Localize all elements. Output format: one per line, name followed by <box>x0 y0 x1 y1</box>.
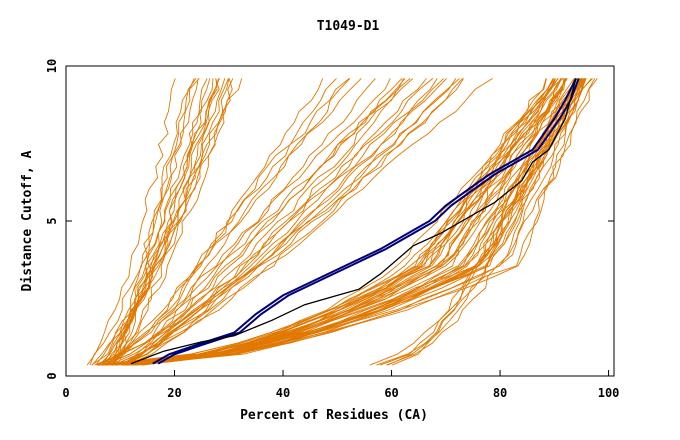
background-model-line-61 <box>122 78 582 366</box>
background-model-line-17 <box>107 78 233 366</box>
background-model-line-32 <box>121 78 414 366</box>
background-model-line-55 <box>123 78 567 366</box>
y-axis-label: Distance Cutoff, A <box>20 150 35 291</box>
plot-area: 0 20 40 60 80 100 0 5 10 <box>45 59 619 400</box>
background-model-line-6 <box>116 78 214 366</box>
background-model-line-52 <box>97 78 563 366</box>
series-line-0 <box>152 77 577 365</box>
background-model-line-5 <box>113 78 211 366</box>
background-model-line-39 <box>116 78 493 366</box>
background-model-lines <box>86 78 598 366</box>
background-model-line-3 <box>89 78 200 366</box>
x-axis-ticks: 0 20 40 60 80 100 <box>62 370 619 400</box>
x-tick-label-2: 40 <box>276 386 290 400</box>
background-model-line-20 <box>111 78 362 366</box>
background-model-line-82 <box>369 78 585 366</box>
series-line-1 <box>157 78 580 365</box>
background-model-line-62 <box>100 78 568 366</box>
background-model-line-22 <box>127 78 376 366</box>
background-model-line-35 <box>121 78 438 366</box>
background-model-line-8 <box>111 78 220 366</box>
x-tick-label-1: 20 <box>167 386 181 400</box>
background-model-line-78 <box>99 78 587 366</box>
x-tick-label-3: 60 <box>384 386 398 400</box>
background-model-line-51 <box>137 78 562 366</box>
background-model-line-18 <box>121 78 324 366</box>
background-model-line-54 <box>116 78 566 366</box>
x-tick-label-4: 80 <box>493 386 507 400</box>
background-model-line-64 <box>134 78 587 366</box>
background-model-line-76 <box>104 78 587 366</box>
background-model-line-16 <box>112 78 234 366</box>
background-model-line-85 <box>386 78 596 366</box>
series-line-2 <box>130 78 577 365</box>
background-model-line-26 <box>101 78 391 366</box>
background-model-line-74 <box>132 78 581 366</box>
background-model-line-83 <box>376 78 592 366</box>
background-model-line-72 <box>105 78 586 366</box>
background-model-line-41 <box>135 78 554 366</box>
background-model-line-36 <box>113 78 447 366</box>
background-model-line-50 <box>99 78 555 366</box>
highlighted-series <box>130 77 580 365</box>
background-model-line-21 <box>102 78 337 366</box>
background-model-line-59 <box>133 78 578 366</box>
background-model-line-0 <box>86 78 176 366</box>
background-model-line-10 <box>102 78 218 366</box>
background-model-line-44 <box>122 78 556 366</box>
background-model-line-30 <box>103 78 411 366</box>
x-tick-label-0: 0 <box>62 386 69 400</box>
background-model-line-37 <box>94 78 463 366</box>
background-model-line-27 <box>96 78 406 366</box>
background-model-line-23 <box>127 78 351 366</box>
y-axis-ticks: 0 5 10 <box>45 59 614 380</box>
background-model-line-15 <box>91 78 230 366</box>
background-model-line-4 <box>106 78 197 366</box>
x-tick-label-5: 100 <box>598 386 620 400</box>
background-model-line-14 <box>91 78 229 366</box>
y-tick-label-1: 5 <box>45 217 59 224</box>
x-axis-label: Percent of Residues (CA) <box>240 408 428 423</box>
y-tick-label-0: 0 <box>45 372 59 379</box>
y-tick-label-2: 10 <box>45 59 59 73</box>
background-model-line-77 <box>131 78 586 366</box>
background-model-line-24 <box>124 78 403 366</box>
background-model-line-29 <box>109 78 434 366</box>
chart-title: T1049-D1 <box>317 19 380 34</box>
background-model-line-84 <box>387 78 593 366</box>
